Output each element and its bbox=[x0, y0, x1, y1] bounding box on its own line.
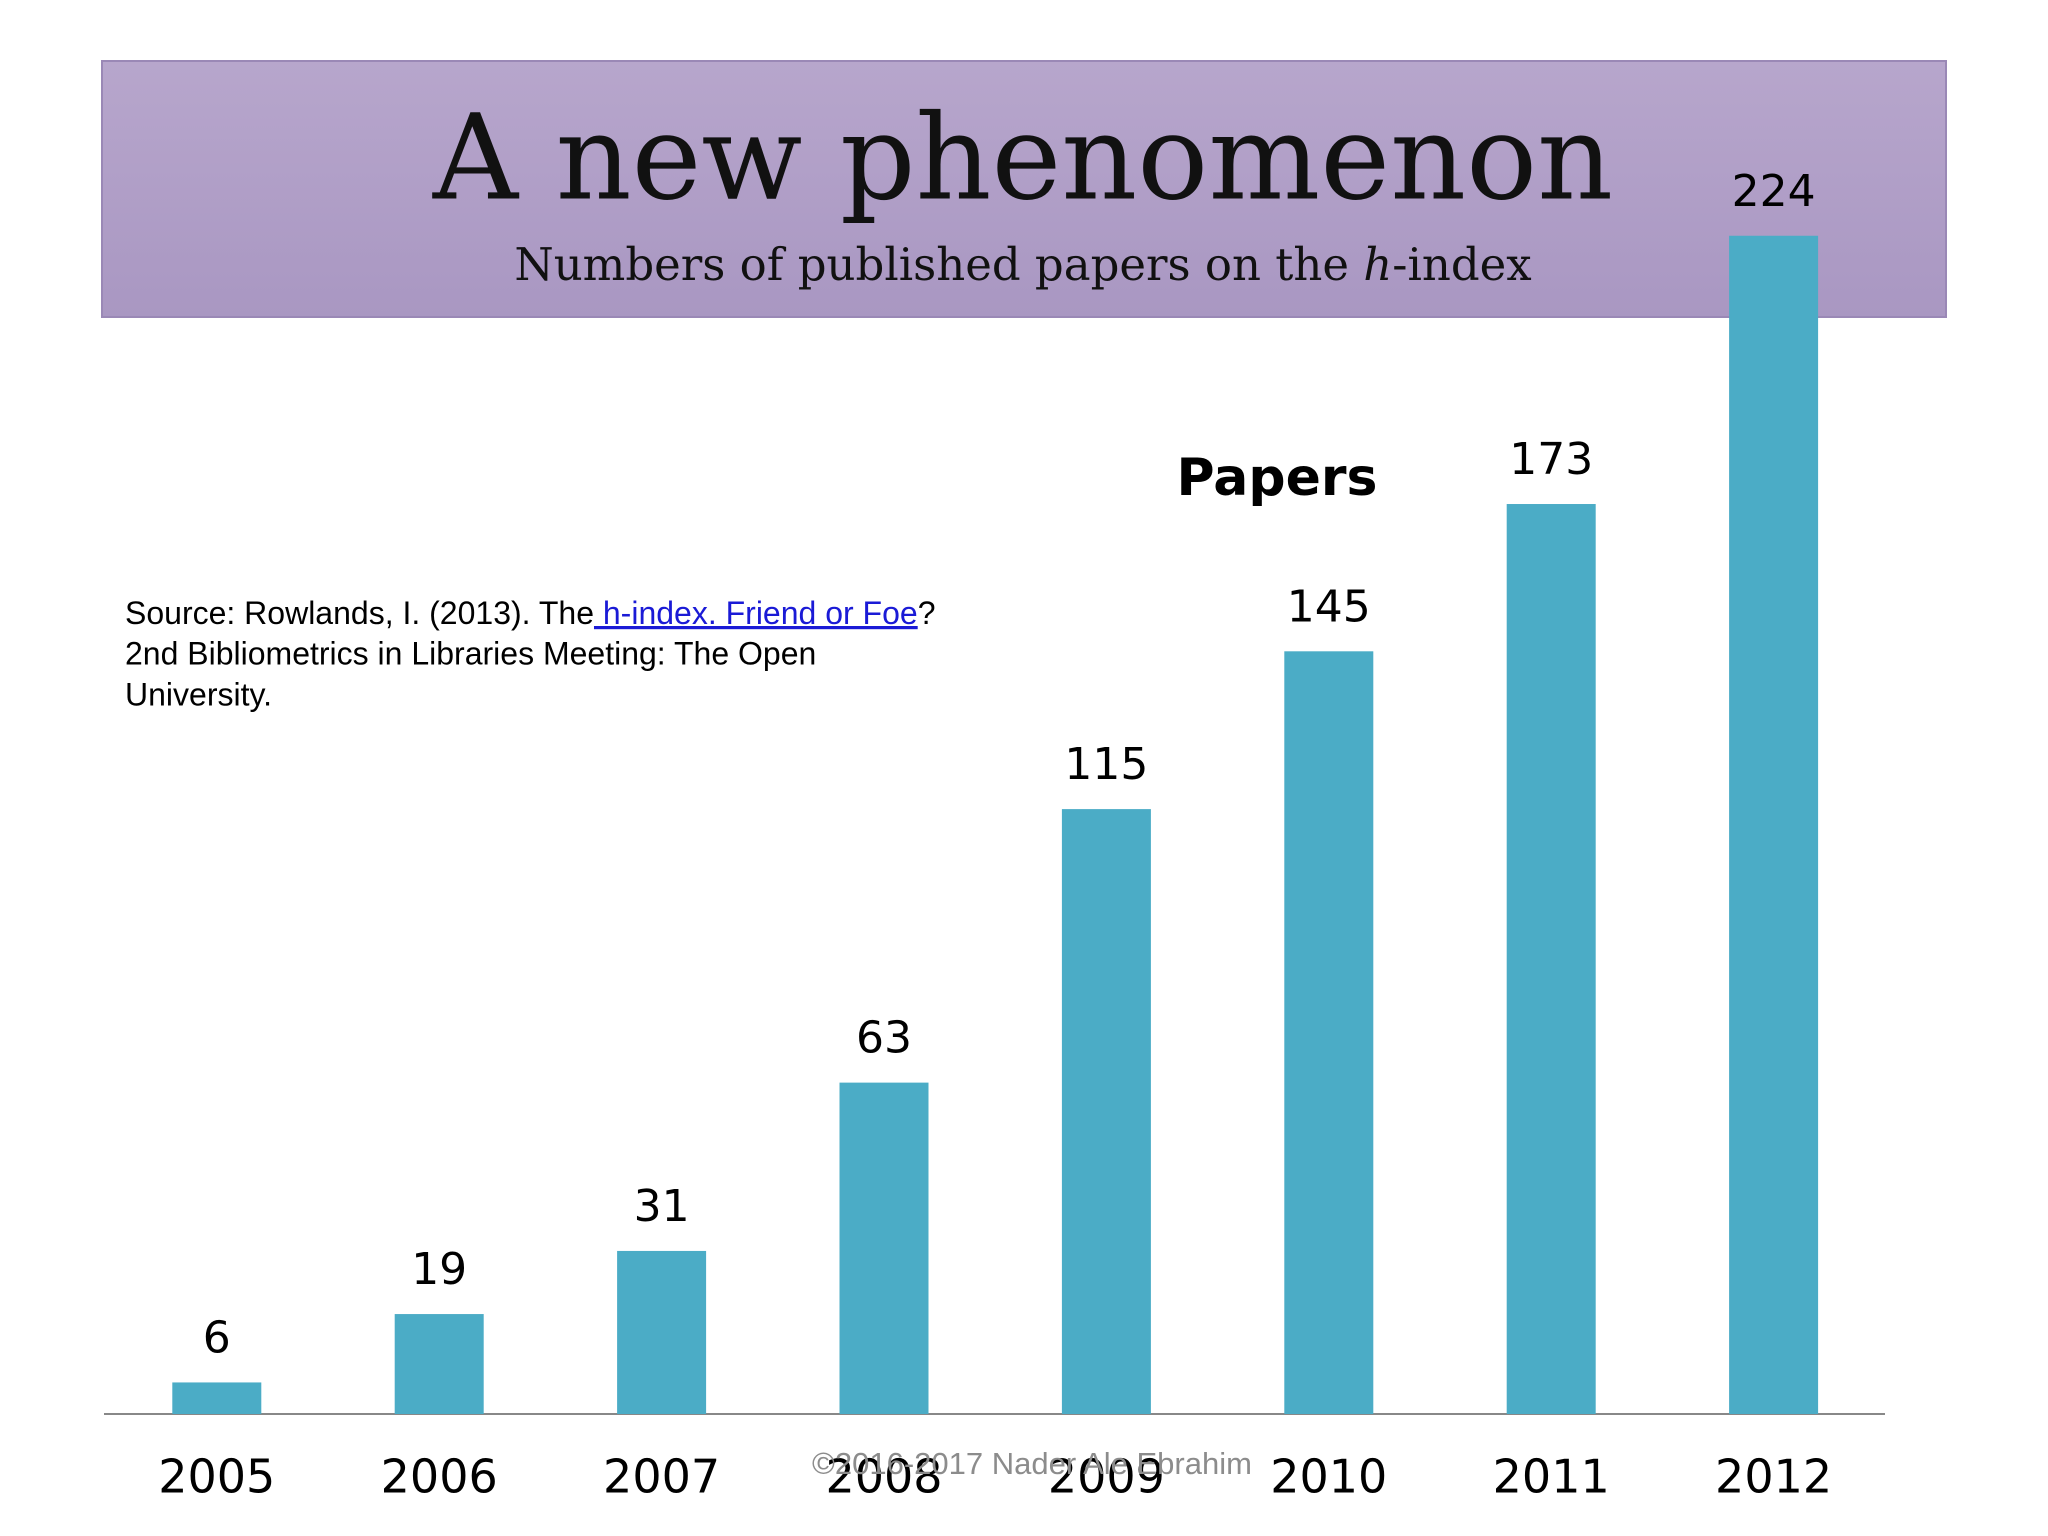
subtitle-text: Numbers of published papers on the bbox=[514, 238, 1363, 291]
source-text: Source: Rowlands, I. (2013). The h-index… bbox=[125, 595, 935, 631]
x-tick-label: 2007 bbox=[603, 1450, 720, 1504]
bar bbox=[1284, 651, 1374, 1414]
source-text: Source: Rowlands, I. (2013). The bbox=[125, 595, 594, 631]
x-tick-label: 2008 bbox=[825, 1450, 942, 1504]
footer: ©2016-2017 Nader Ale Ebrahim bbox=[812, 1446, 1252, 1481]
x-tick-label: 2005 bbox=[158, 1450, 275, 1504]
source-link[interactable]: h-index. Friend or Foe bbox=[594, 595, 918, 631]
value-label: 6 bbox=[203, 1312, 231, 1363]
value-label: 145 bbox=[1287, 581, 1371, 632]
value-label: 173 bbox=[1509, 434, 1593, 485]
value-label: 63 bbox=[856, 1013, 912, 1064]
bar bbox=[1729, 235, 1819, 1414]
bars: 2005 6 2006 19 2007 31 2008 63 2009 115 2010 145 201… bbox=[158, 166, 1832, 1504]
bar bbox=[394, 1314, 484, 1414]
value-label: 115 bbox=[1064, 739, 1148, 790]
x-tick-label: 2009 bbox=[1048, 1450, 1165, 1504]
bar bbox=[1061, 809, 1151, 1414]
value-label: 19 bbox=[411, 1244, 467, 1295]
x-tick-label: 2011 bbox=[1493, 1450, 1610, 1504]
series-name: Papers bbox=[1177, 448, 1378, 508]
source-text: University. bbox=[125, 676, 272, 712]
bar bbox=[172, 1382, 262, 1414]
bar bbox=[1506, 504, 1596, 1414]
chart-title: A new phenomenon bbox=[432, 89, 1613, 227]
subtitle-text: -index bbox=[1392, 238, 1531, 291]
source-text: ? bbox=[918, 595, 936, 631]
x-tick-label: 2012 bbox=[1715, 1450, 1832, 1504]
chart-subtitle: Numbers of published papers on the h-ind… bbox=[514, 238, 1531, 291]
subtitle-text: h bbox=[1363, 238, 1392, 291]
source-text: 2nd Bibliometrics in Libraries Meeting: … bbox=[125, 635, 816, 671]
x-tick-label: 2010 bbox=[1270, 1450, 1387, 1504]
x-tick-label: 2006 bbox=[381, 1450, 498, 1504]
bar bbox=[617, 1250, 707, 1414]
value-label: 31 bbox=[634, 1181, 690, 1232]
bar bbox=[839, 1082, 929, 1414]
title-banner bbox=[101, 60, 1947, 318]
value-label: 224 bbox=[1732, 166, 1816, 217]
